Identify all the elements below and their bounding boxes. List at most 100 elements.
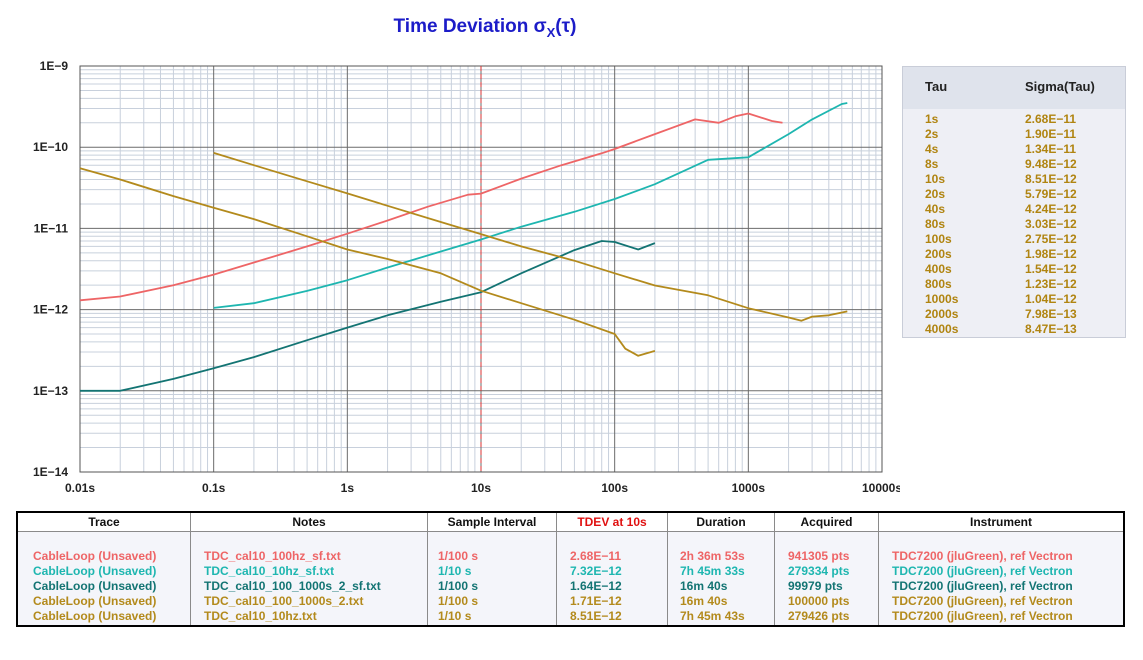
col-divider	[667, 513, 668, 625]
trace-table: Trace Notes Sample Interval TDEV at 10s …	[16, 511, 1125, 627]
trace-cell-duration[interactable]: 16m 40s	[680, 579, 728, 593]
tau-value: 10s	[925, 172, 946, 186]
x-tick-label: 100s	[601, 481, 628, 495]
tau-sigma-header: Tau Sigma(Tau)	[903, 67, 1125, 109]
trace-cell-notes[interactable]: TDC_cal10_100_1000s_2_sf.txt	[204, 579, 381, 593]
tau-row: 2000s 7.98E−13	[903, 307, 1125, 322]
tau-value: 4s	[925, 142, 939, 156]
trace-cell-tdev[interactable]: 1.64E−12	[570, 579, 622, 593]
col-header-notes[interactable]: Notes	[191, 513, 427, 531]
sigma-value: 5.79E−12	[1025, 187, 1077, 201]
col-header-tdev[interactable]: TDEV at 10s	[557, 513, 667, 531]
col-divider	[427, 513, 428, 625]
y-tick-label: 1E−9	[40, 59, 69, 73]
trace-cell-duration[interactable]: 7h 45m 43s	[680, 609, 745, 623]
trace-cell-notes[interactable]: TDC_cal10_100hz_sf.txt	[204, 549, 341, 563]
trace-cell-acquired[interactable]: 100000 pts	[788, 594, 850, 608]
trace-cell-sample-interval[interactable]: 1/10 s	[438, 564, 472, 578]
trace-cell-sample-interval[interactable]: 1/100 s	[438, 579, 479, 593]
tau-row: 1000s 1.04E−12	[903, 292, 1125, 307]
tau-row: 200s 1.98E−12	[903, 247, 1125, 262]
trace-cell-sample-interval[interactable]: 1/10 s	[438, 609, 472, 623]
trace-cell-tdev[interactable]: 2.68E−11	[570, 549, 622, 563]
trace-cell-sample-interval[interactable]: 1/100 s	[438, 549, 479, 563]
trace-cell-instrument[interactable]: TDC7200 (jluGreen), ref Vectron	[892, 549, 1073, 563]
trace-cell-instrument[interactable]: TDC7200 (jluGreen), ref Vectron	[892, 579, 1073, 593]
col-divider	[190, 513, 191, 625]
trace-cell-instrument[interactable]: TDC7200 (jluGreen), ref Vectron	[892, 594, 1073, 608]
x-tick-label: 0.1s	[202, 481, 226, 495]
series-layer	[79, 102, 848, 392]
col-divider	[556, 513, 557, 625]
tau-value: 4000s	[925, 322, 959, 336]
axis-labels: 0.01s 0.1s 1s 10s 100s 1000s 10000s 1E−9 1E−10 1E…	[33, 59, 900, 495]
trace-cell-instrument[interactable]: TDC7200 (jluGreen), ref Vectron	[892, 609, 1073, 623]
tau-row: 8s 9.48E−12	[903, 157, 1125, 172]
tau-value: 80s	[925, 217, 946, 231]
trace-cell-acquired[interactable]: 99979 pts	[788, 579, 843, 593]
x-tick-label: 10s	[471, 481, 491, 495]
y-tick-label: 1E−11	[34, 221, 69, 235]
tau-value: 8s	[925, 157, 939, 171]
trace-cell-tdev[interactable]: 8.51E−12	[570, 609, 622, 623]
tau-value: 800s	[925, 277, 952, 291]
trace-cell-acquired[interactable]: 279426 pts	[788, 609, 850, 623]
sigma-value: 2.75E−12	[1025, 232, 1077, 246]
trace-cell-duration[interactable]: 2h 36m 53s	[680, 549, 745, 563]
trace-cell-acquired[interactable]: 279334 pts	[788, 564, 850, 578]
y-tick-label: 1E−13	[33, 384, 68, 398]
trace-cell-trace[interactable]: CableLoop (Unsaved)	[33, 609, 157, 623]
x-tick-label: 0.01s	[65, 481, 95, 495]
trace-cell-trace[interactable]: CableLoop (Unsaved)	[33, 549, 157, 563]
tau-row: 4000s 8.47E−13	[903, 322, 1125, 337]
sigma-header: Sigma(Tau)	[1025, 79, 1095, 94]
x-tick-label: 10000s	[862, 481, 900, 495]
trace-cell-instrument[interactable]: TDC7200 (jluGreen), ref Vectron	[892, 564, 1073, 578]
y-tick-label: 1E−10	[33, 140, 68, 154]
tau-header: Tau	[925, 79, 948, 94]
tau-row: 80s 3.03E−12	[903, 217, 1125, 232]
tau-value: 40s	[925, 202, 946, 216]
tdev-chart[interactable]: 0.01s 0.1s 1s 10s 100s 1000s 10000s 1E−9 1E−10 1E…	[0, 0, 900, 500]
tau-sigma-list: 1s 2.68E−11 2s 1.90E−11 4s 1.34E−11 8s 9.48E−12…	[903, 109, 1125, 337]
trace-cell-tdev[interactable]: 1.71E−12	[570, 594, 622, 608]
sigma-value: 1.54E−12	[1025, 262, 1077, 276]
trace-cell-trace[interactable]: CableLoop (Unsaved)	[33, 579, 157, 593]
col-header-sample-interval[interactable]: Sample Interval	[428, 513, 556, 531]
col-header-trace[interactable]: Trace	[18, 513, 190, 531]
col-header-duration[interactable]: Duration	[668, 513, 774, 531]
trace-cell-duration[interactable]: 7h 45m 33s	[680, 564, 745, 578]
tau-row: 40s 4.24E−12	[903, 202, 1125, 217]
tau-row: 2s 1.90E−11	[903, 127, 1125, 142]
col-header-acquired[interactable]: Acquired	[775, 513, 878, 531]
sigma-value: 1.23E−12	[1025, 277, 1077, 291]
col-divider	[878, 513, 879, 625]
chart-title: Time Deviation σX(τ)	[0, 16, 970, 40]
sigma-value: 9.48E−12	[1025, 157, 1077, 171]
sigma-value: 1.04E−12	[1025, 292, 1077, 306]
sigma-value: 1.98E−12	[1025, 247, 1077, 261]
trace-cell-notes[interactable]: TDC_cal10_10hz_sf.txt	[204, 564, 335, 578]
chart-title-suffix: (τ)	[555, 16, 577, 37]
trace-cell-notes[interactable]: TDC_cal10_10hz.txt	[204, 609, 317, 623]
trace-cell-tdev[interactable]: 7.32E−12	[570, 564, 622, 578]
tau-value: 1000s	[925, 292, 959, 306]
trace-cell-duration[interactable]: 16m 40s	[680, 594, 728, 608]
sigma-value: 1.90E−11	[1025, 127, 1077, 141]
trace-cell-trace[interactable]: CableLoop (Unsaved)	[33, 564, 157, 578]
sigma-value: 8.47E−13	[1025, 322, 1077, 336]
series-line-5	[213, 152, 848, 322]
tau-value: 2000s	[925, 307, 959, 321]
chart-title-main: Time Deviation σ	[393, 16, 547, 37]
tau-row: 100s 2.75E−12	[903, 232, 1125, 247]
trace-cell-trace[interactable]: CableLoop (Unsaved)	[33, 594, 157, 608]
tau-row: 400s 1.54E−12	[903, 262, 1125, 277]
trace-cell-sample-interval[interactable]: 1/100 s	[438, 594, 479, 608]
tau-value: 400s	[925, 262, 952, 276]
sigma-value: 8.51E−12	[1025, 172, 1077, 186]
sigma-value: 3.03E−12	[1025, 217, 1077, 231]
col-header-instrument[interactable]: Instrument	[879, 513, 1123, 531]
trace-cell-notes[interactable]: TDC_cal10_100_1000s_2.txt	[204, 594, 364, 608]
trace-cell-acquired[interactable]: 941305 pts	[788, 549, 850, 563]
tau-sigma-panel: Tau Sigma(Tau) 1s 2.68E−11 2s 1.90E−11 4s 1.3…	[902, 66, 1126, 338]
